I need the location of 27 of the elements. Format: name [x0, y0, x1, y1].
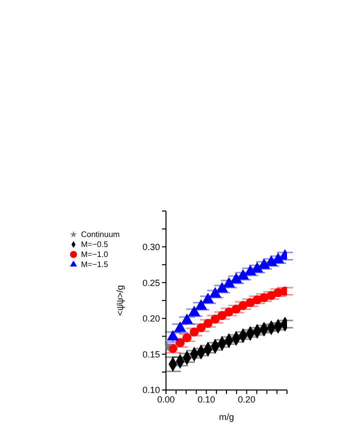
point — [203, 318, 212, 328]
x-tick-label: 0.00 — [157, 394, 175, 404]
point — [210, 314, 220, 324]
legend-label: Continuum — [81, 230, 120, 239]
point — [246, 298, 255, 308]
point — [238, 301, 248, 310]
point — [224, 307, 234, 316]
y-tick-label: 0.10 — [142, 385, 160, 396]
legend-label: M=−0.5 — [81, 240, 108, 249]
point — [232, 304, 241, 314]
point — [190, 328, 199, 337]
x-tick-label: 0.20 — [238, 394, 256, 404]
y-tick-label: 0.20 — [142, 314, 160, 324]
x-axis-title: m/g — [218, 412, 234, 422]
x-tick-label: 0.10 — [198, 394, 216, 404]
y-tick-label: 0.25 — [142, 278, 160, 288]
point — [259, 293, 269, 302]
point — [266, 290, 276, 300]
point — [182, 333, 192, 342]
point — [196, 323, 206, 332]
y-axis-title: <ψ̄ψ>/g — [115, 285, 126, 316]
y-tick-label: 0.30 — [142, 242, 160, 252]
point — [176, 338, 185, 348]
point — [218, 311, 227, 320]
legend-label: M=−1.5 — [81, 260, 108, 269]
y-tick-label: 0.15 — [142, 349, 160, 360]
legend-label: M=−1.0 — [81, 250, 108, 259]
